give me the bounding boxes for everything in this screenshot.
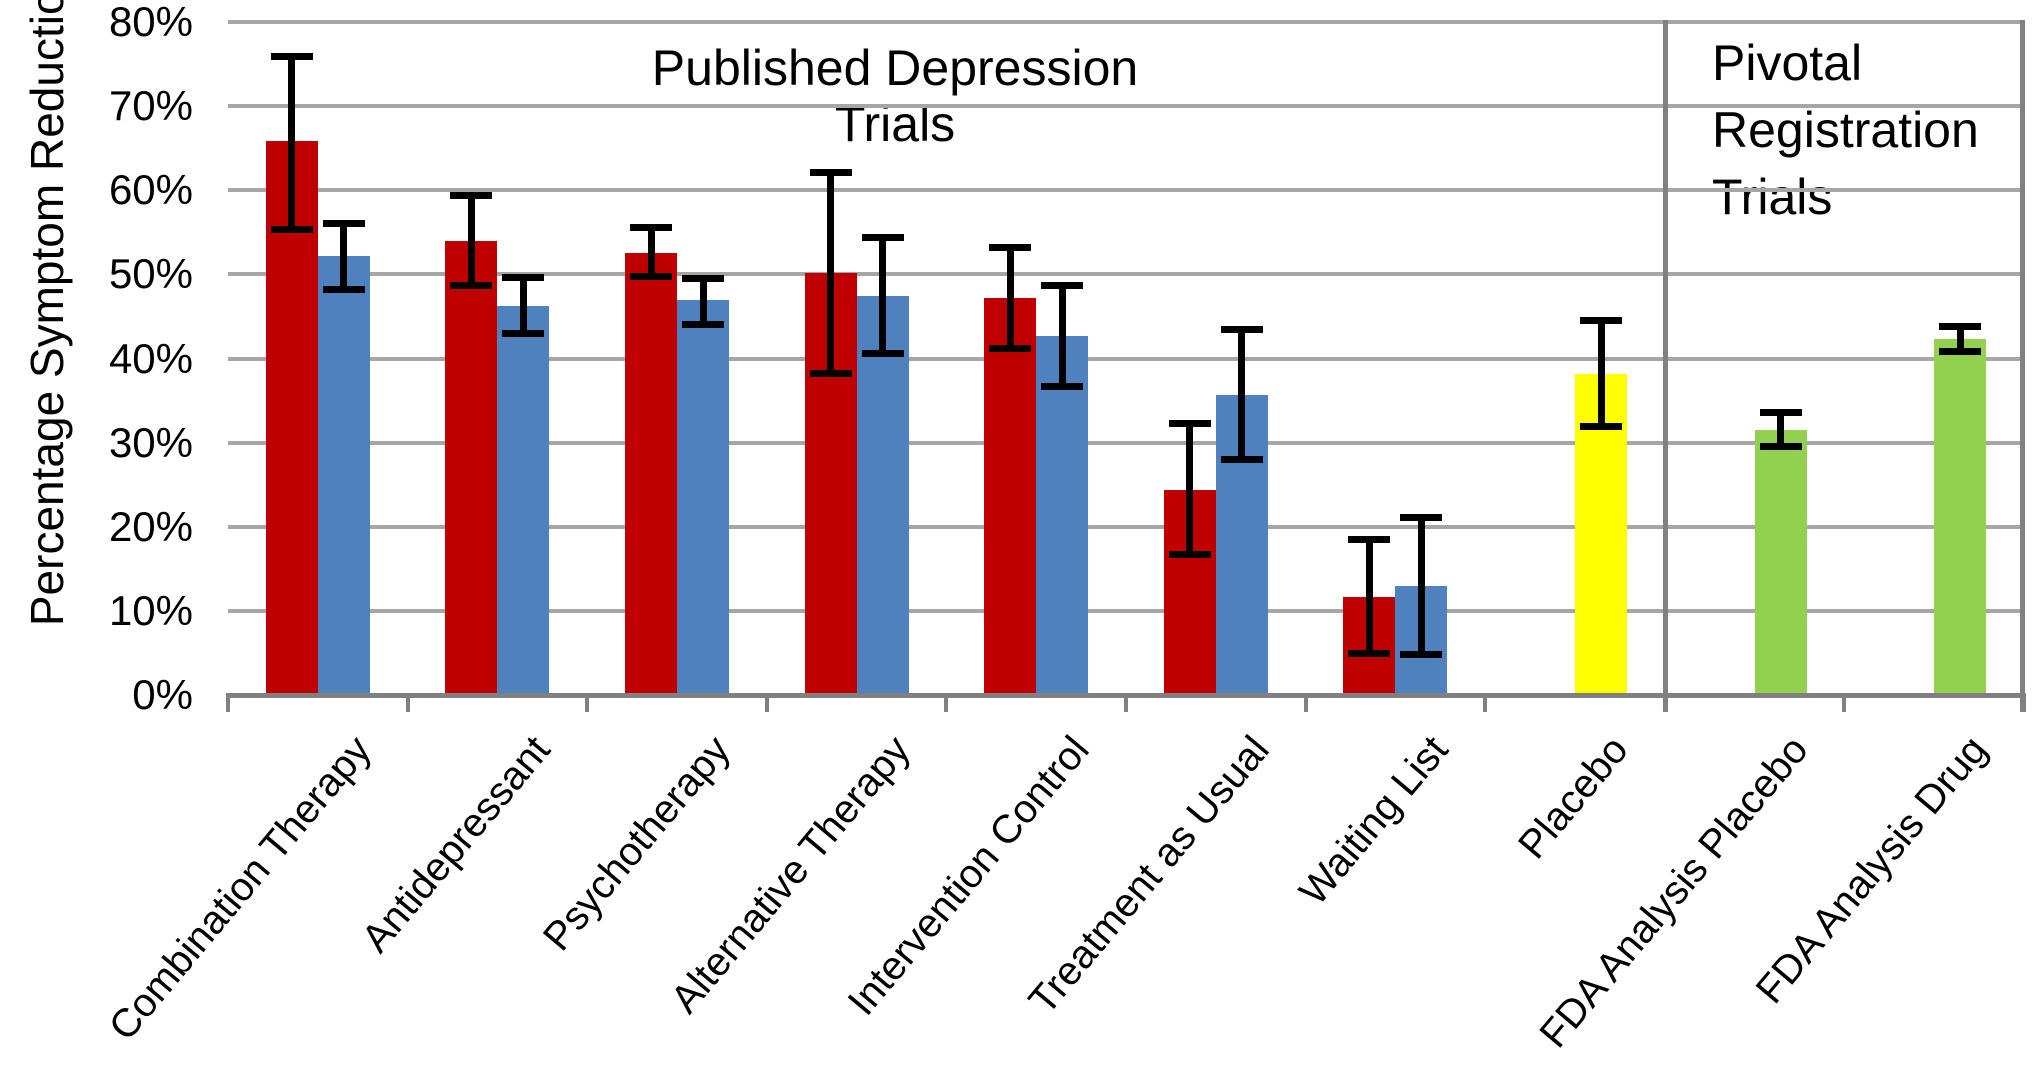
pivotal-trials-title: Pivotal Registration Trials [1712, 35, 1979, 225]
plot-right-border-line [2020, 20, 2025, 712]
error-bar-waiting-list-blue [1417, 517, 1425, 655]
section-divider-line [1663, 20, 1668, 712]
bar-psychotherapy-red [625, 252, 677, 695]
error-cap-top-treatment-as-usual-red [1168, 420, 1211, 428]
xtick-5 [1124, 695, 1128, 712]
ytick-label-20: 20% [108, 502, 193, 550]
error-cap-bottom-treatment-as-usual-red [1168, 551, 1211, 559]
bar-fda-analysis-placebo-green [1754, 430, 1807, 695]
error-bar-intervention-control-red [1006, 247, 1014, 350]
xtick-3 [764, 695, 769, 712]
error-cap-bottom-fda-analysis-drug-green [1939, 347, 1982, 355]
error-cap-bottom-intervention-control-blue [1041, 383, 1084, 391]
xtick-2 [585, 695, 590, 712]
error-bar-antidepressant-red [467, 195, 475, 287]
error-cap-bottom-placebo-yellow [1580, 422, 1622, 430]
error-bar-placebo-yellow [1597, 319, 1605, 427]
gridline-30 [228, 440, 2024, 445]
error-cap-top-fda-analysis-drug-green [1939, 322, 1982, 330]
error-cap-bottom-combination-therapy-red [270, 225, 313, 233]
xtick-0 [226, 695, 230, 712]
error-cap-top-fda-analysis-placebo-green [1759, 409, 1802, 417]
error-cap-top-intervention-control-blue [1041, 282, 1084, 290]
published-trials-title: Published Depression Trials [651, 40, 1139, 152]
gridline-50 [228, 272, 2024, 277]
error-cap-bottom-psychotherapy-red [630, 272, 672, 280]
error-cap-bottom-antidepressant-blue [502, 330, 545, 338]
error-bar-fda-analysis-placebo-green [1777, 412, 1785, 447]
error-cap-top-psychotherapy-red [630, 224, 672, 232]
ytick-label-10: 10% [108, 586, 193, 634]
error-cap-bottom-treatment-as-usual-blue [1220, 456, 1263, 464]
xtick-1 [405, 695, 410, 712]
bar-combination-therapy-blue [317, 255, 370, 695]
gridline-40 [228, 356, 2024, 361]
error-bar-combination-therapy-red [288, 55, 296, 230]
error-bar-treatment-as-usual-red [1186, 423, 1194, 556]
ytick-label-50: 50% [108, 250, 193, 298]
error-cap-top-combination-therapy-red [270, 52, 313, 60]
error-bar-psychotherapy-red [647, 227, 655, 277]
error-cap-top-treatment-as-usual-blue [1220, 326, 1263, 334]
bar-antidepressant-blue [497, 306, 550, 695]
ytick-label-60: 60% [108, 166, 193, 214]
error-cap-top-psychotherapy-blue [682, 274, 724, 282]
xtick-9 [1842, 695, 1847, 712]
error-cap-top-combination-therapy-blue [322, 220, 365, 228]
error-bar-combination-therapy-blue [340, 223, 348, 290]
xtick-4 [944, 695, 949, 712]
ytick-label-70: 70% [108, 82, 193, 130]
error-bar-alternative-therapy-blue [879, 237, 887, 355]
error-cap-top-alternative-therapy-red [809, 168, 852, 176]
gridline-10 [228, 608, 2024, 613]
xtick-6 [1303, 695, 1308, 712]
bar-combination-therapy-red [265, 141, 318, 695]
gridline-20 [228, 524, 2024, 529]
error-bar-treatment-as-usual-blue [1238, 329, 1246, 461]
error-cap-top-antidepressant-red [450, 192, 493, 200]
xtick-7 [1483, 695, 1488, 712]
gridline-70 [228, 104, 2024, 109]
error-bar-waiting-list-red [1365, 538, 1373, 654]
error-cap-bottom-fda-analysis-placebo-green [1759, 442, 1802, 450]
error-bar-fda-analysis-drug-green [1956, 325, 1964, 352]
error-cap-bottom-waiting-list-red [1348, 649, 1391, 657]
bar-alternative-therapy-blue [856, 296, 909, 695]
ytick-label-0: 0% [132, 671, 193, 718]
ytick-label-30: 30% [108, 418, 193, 466]
error-cap-bottom-alternative-therapy-blue [861, 350, 904, 358]
ytick-label-40: 40% [108, 334, 193, 382]
error-cap-top-placebo-yellow [1580, 316, 1622, 324]
bar-antidepressant-red [445, 240, 498, 695]
error-cap-bottom-psychotherapy-blue [682, 320, 724, 328]
error-cap-bottom-antidepressant-red [450, 282, 493, 290]
error-cap-top-waiting-list-red [1348, 535, 1391, 543]
error-cap-bottom-intervention-control-red [989, 345, 1032, 353]
ytick-label-80: 80% [108, 0, 193, 45]
error-bar-antidepressant-blue [519, 276, 527, 335]
error-cap-bottom-alternative-therapy-red [809, 369, 852, 377]
error-cap-top-intervention-control-red [989, 244, 1032, 252]
gridline-60 [228, 188, 2024, 193]
error-bar-intervention-control-blue [1058, 285, 1066, 388]
error-cap-bottom-waiting-list-blue [1400, 650, 1443, 658]
bar-psychotherapy-blue [677, 300, 729, 695]
y-axis-title: Percentage Symptom Reduction [21, 0, 73, 627]
bar-fda-analysis-drug-green [1934, 339, 1987, 695]
gridline-80 [228, 20, 2024, 24]
error-cap-top-waiting-list-blue [1400, 514, 1443, 522]
x-axis-line [226, 693, 2026, 698]
error-cap-bottom-combination-therapy-blue [322, 285, 365, 293]
error-cap-top-alternative-therapy-blue [861, 234, 904, 242]
bar-intervention-control-blue [1036, 335, 1089, 695]
error-bar-psychotherapy-blue [699, 277, 707, 325]
bar-intervention-control-red [984, 297, 1037, 695]
error-bar-alternative-therapy-red [827, 171, 835, 374]
error-cap-top-antidepressant-blue [502, 273, 545, 281]
